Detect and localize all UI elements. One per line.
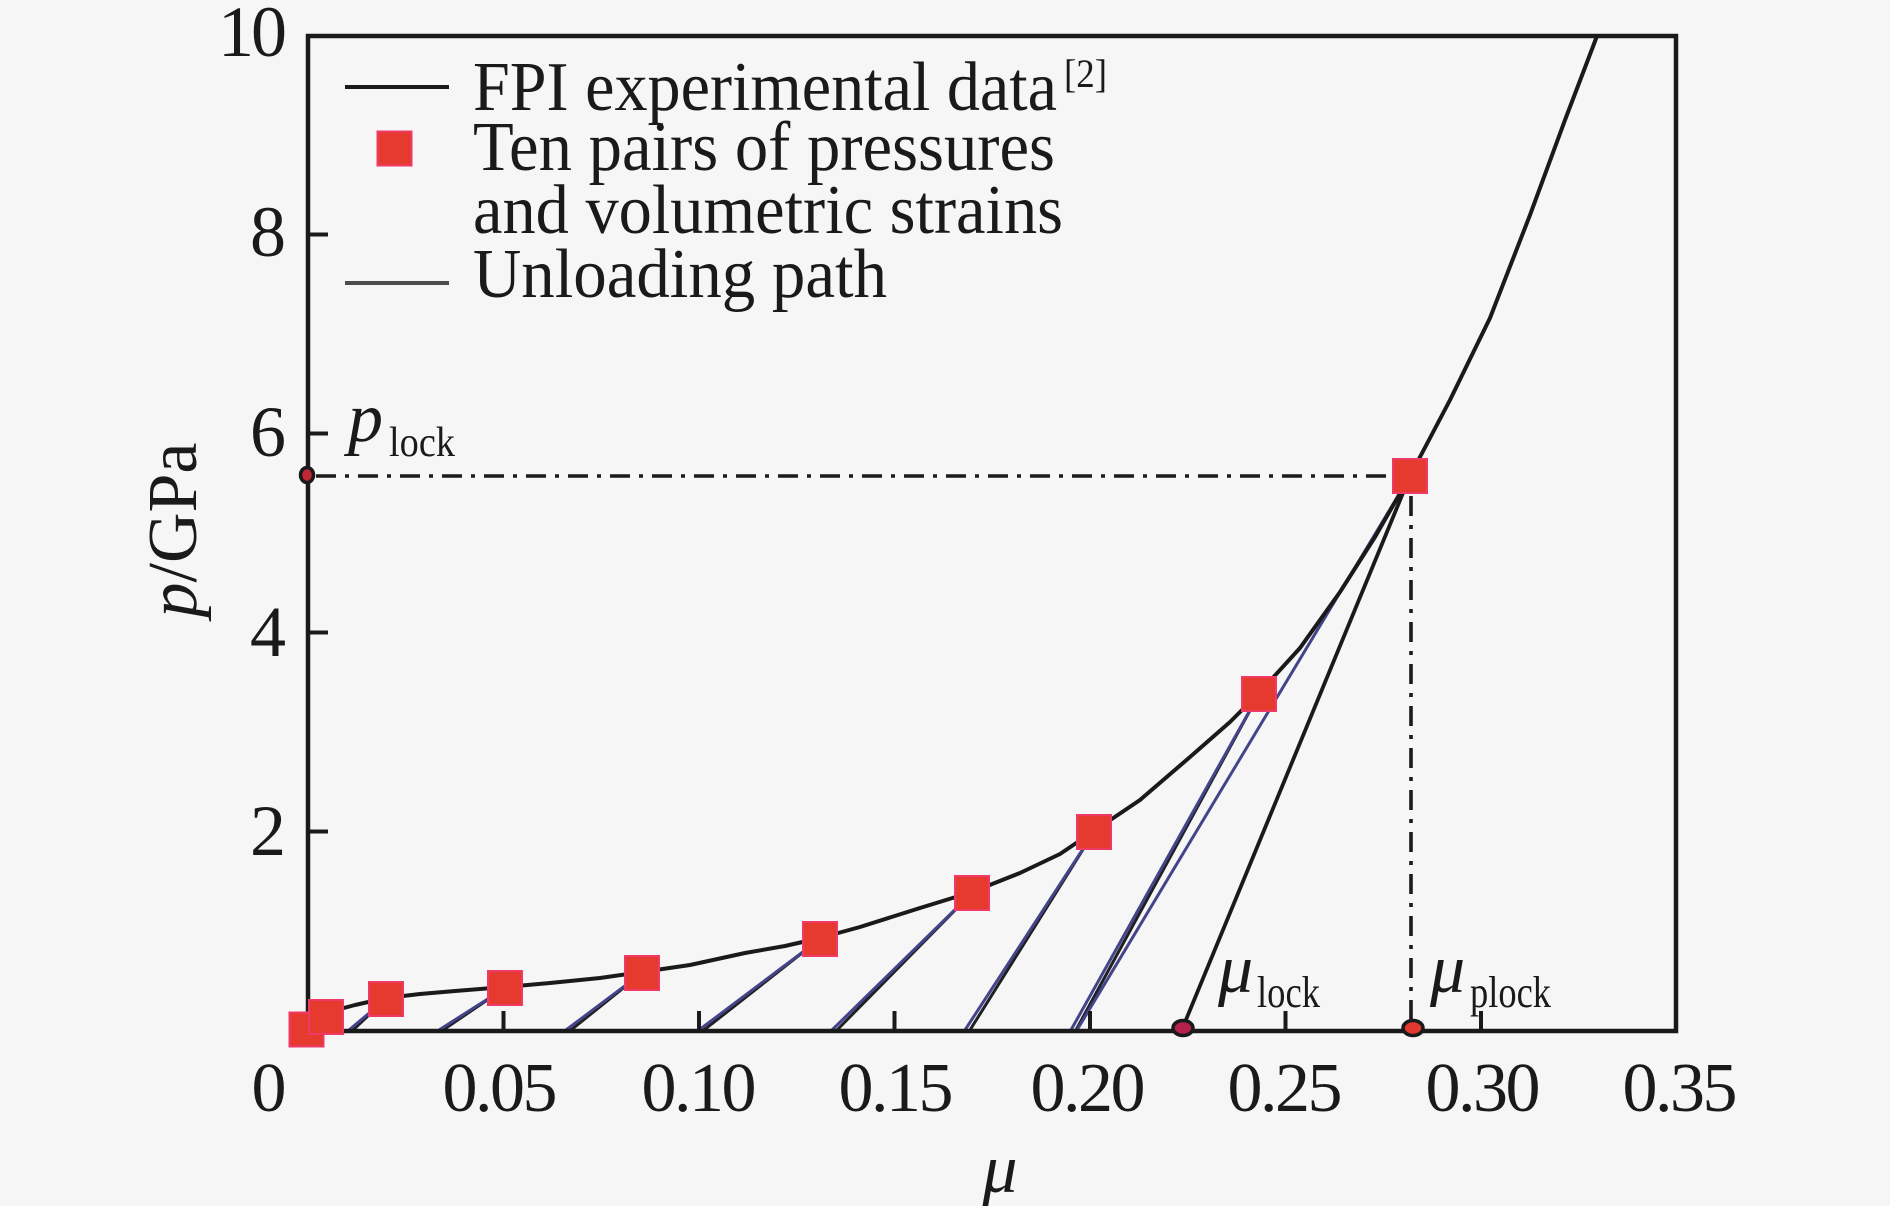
svg-text:μ: μ xyxy=(1429,931,1465,1008)
svg-text:0.35: 0.35 xyxy=(1623,1050,1738,1127)
svg-text:0.15: 0.15 xyxy=(839,1050,954,1127)
svg-text:2: 2 xyxy=(250,791,286,871)
svg-text:p: p xyxy=(343,380,383,457)
svg-text:FPI experimental data: FPI experimental data xyxy=(473,49,1057,126)
svg-text:0.20: 0.20 xyxy=(1031,1050,1146,1127)
svg-text:4: 4 xyxy=(250,592,286,672)
svg-text:0.25: 0.25 xyxy=(1228,1050,1343,1127)
svg-text:6: 6 xyxy=(250,392,286,472)
svg-text:0.05: 0.05 xyxy=(443,1050,558,1127)
svg-text:lock: lock xyxy=(1257,968,1320,1017)
svg-text:μ: μ xyxy=(1217,931,1253,1008)
svg-text:10: 10 xyxy=(218,0,287,72)
svg-text:0.30: 0.30 xyxy=(1426,1050,1541,1127)
svg-text:μ: μ xyxy=(981,1131,1017,1206)
svg-text:0.10: 0.10 xyxy=(642,1050,757,1127)
svg-text:p/GPa: p/GPa xyxy=(135,443,212,623)
svg-text:Ten pairs of pressures: Ten pairs of pressures xyxy=(473,109,1055,186)
svg-text:lock: lock xyxy=(389,420,455,466)
svg-text:8: 8 xyxy=(250,192,286,272)
svg-text:[2]: [2] xyxy=(1064,51,1107,96)
svg-text:and volumetric strains: and volumetric strains xyxy=(473,172,1063,249)
svg-text:0: 0 xyxy=(252,1050,287,1127)
svg-text:plock: plock xyxy=(1470,968,1551,1017)
svg-text:Unloading path: Unloading path xyxy=(473,236,887,313)
